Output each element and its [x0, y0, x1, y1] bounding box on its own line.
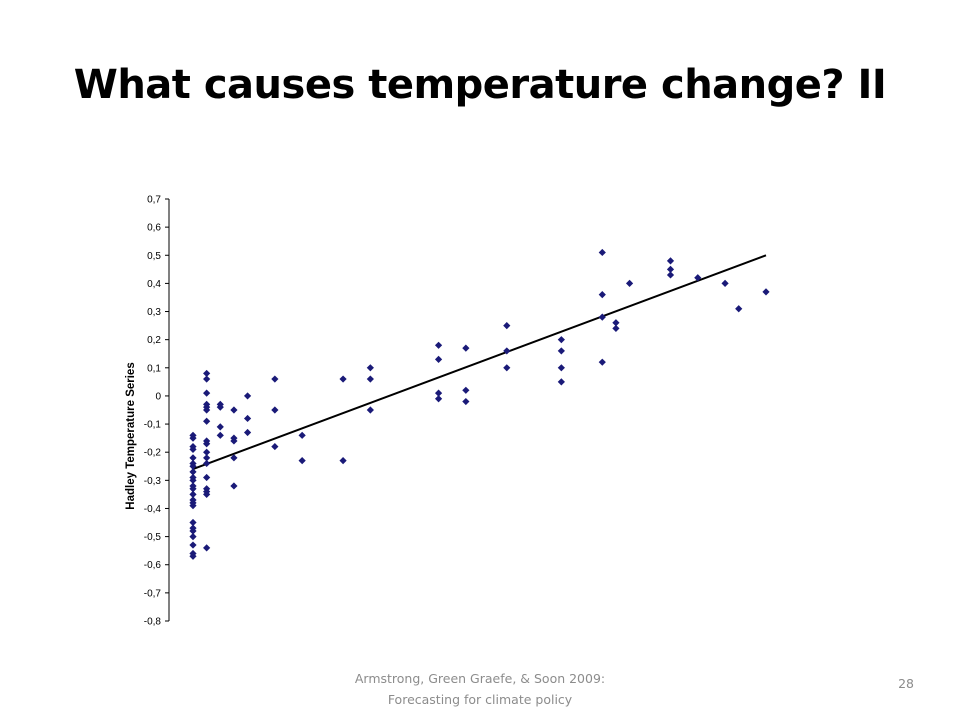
y-tick-label: 0,6 — [147, 223, 161, 234]
data-point — [339, 375, 347, 383]
y-tick-label: 0,3 — [147, 307, 161, 318]
data-point — [694, 274, 702, 282]
data-point — [243, 414, 252, 423]
y-tick-label: 0 — [155, 391, 161, 402]
data-point — [189, 552, 197, 560]
y-tick-label: -0,2 — [144, 448, 162, 459]
data-point — [434, 341, 443, 349]
data-point — [598, 358, 606, 366]
data-point — [189, 434, 197, 442]
data-point — [366, 406, 374, 414]
trendline — [192, 254, 767, 471]
data-point — [612, 319, 620, 327]
data-point — [189, 533, 197, 541]
y-tick-label: -0,3 — [144, 476, 162, 487]
data-point — [735, 305, 743, 313]
data-point — [189, 527, 197, 535]
data-point — [298, 431, 306, 439]
data-point — [762, 288, 770, 296]
data-point — [203, 375, 211, 383]
data-point — [203, 389, 211, 397]
y-tick-label: 0,1 — [147, 363, 161, 374]
data-point — [666, 271, 675, 279]
slide-title: What causes temperature change? II — [73, 62, 887, 108]
data-point — [189, 490, 197, 498]
data-point — [216, 431, 224, 439]
y-tick-label: -0,7 — [144, 588, 162, 599]
y-tick-label: 0,2 — [147, 335, 161, 346]
data-point — [203, 369, 211, 378]
data-point — [503, 364, 511, 372]
data-point — [503, 347, 511, 355]
data-point — [230, 437, 238, 445]
y-tick-label: 0,7 — [147, 195, 161, 206]
data-point — [203, 544, 211, 552]
page-number: 28 — [898, 676, 914, 691]
data-point — [434, 355, 443, 363]
y-tick-label: 0,4 — [147, 279, 161, 290]
y-axis-title: Hadley Temperature Series — [125, 362, 137, 509]
data-point — [598, 291, 606, 299]
data-point — [216, 423, 224, 431]
data-point — [598, 313, 606, 321]
data-point — [203, 417, 211, 425]
data-point — [243, 428, 252, 437]
data-point — [557, 347, 565, 355]
data-point — [189, 445, 197, 453]
data-point — [230, 406, 238, 414]
data-point — [557, 364, 565, 372]
data-point — [612, 324, 620, 333]
data-point — [203, 448, 211, 456]
data-point — [230, 454, 238, 462]
data-point — [203, 440, 211, 448]
y-tick-label: -0,6 — [144, 560, 162, 571]
data-point — [462, 344, 470, 352]
data-point — [462, 386, 470, 394]
data-point — [366, 375, 374, 383]
data-point — [216, 403, 224, 411]
y-tick-label: 0,5 — [147, 251, 161, 262]
y-tick-label: -0,8 — [144, 617, 162, 628]
data-point — [189, 454, 197, 462]
data-point — [721, 279, 729, 287]
data-point — [366, 364, 374, 372]
data-point — [557, 378, 565, 386]
data-point — [189, 468, 197, 476]
data-point — [666, 257, 675, 265]
data-point — [203, 406, 211, 414]
y-tick-label: -0,1 — [144, 420, 162, 431]
data-point — [434, 395, 443, 403]
y-tick-label: -0,4 — [144, 504, 162, 515]
data-point — [189, 541, 197, 549]
data-point — [666, 265, 675, 273]
data-point — [189, 462, 197, 470]
data-point — [271, 406, 279, 414]
footer-line-2: Forecasting for climate policy — [387, 692, 573, 707]
y-tick-label: -0,5 — [144, 532, 162, 543]
data-point — [503, 322, 511, 330]
data-point — [557, 336, 565, 344]
data-point — [434, 389, 443, 397]
data-point — [189, 518, 197, 527]
data-point — [189, 485, 197, 493]
data-point — [271, 442, 279, 451]
data-point — [203, 490, 211, 498]
data-point — [298, 457, 306, 465]
data-point — [625, 279, 634, 287]
data-point — [243, 392, 252, 400]
data-point — [462, 397, 470, 406]
data-point — [271, 375, 279, 383]
data-point — [189, 476, 197, 484]
data-point — [203, 454, 211, 462]
data-point — [598, 248, 606, 257]
data-point — [203, 473, 211, 482]
footer-citation: Armstrong, Green Graefe, & Soon 2009: Fo… — [300, 668, 660, 710]
data-point — [203, 459, 211, 468]
data-point — [339, 457, 347, 465]
footer-line-1: Armstrong, Green Graefe, & Soon 2009: — [354, 671, 606, 686]
data-point — [189, 502, 197, 510]
data-point — [230, 482, 238, 490]
